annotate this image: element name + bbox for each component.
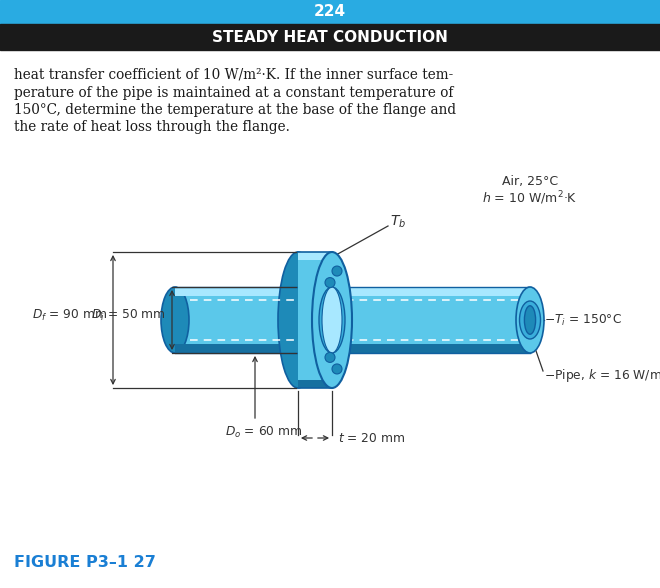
Text: $h$ = 10 W/m$^2$·K: $h$ = 10 W/m$^2$·K [482, 189, 578, 207]
Text: $-T_i$ = 150°C: $-T_i$ = 150°C [544, 312, 622, 328]
Ellipse shape [519, 301, 541, 339]
Text: $-$Pipe, $k$ = 16 W/m·K: $-$Pipe, $k$ = 16 W/m·K [544, 366, 660, 383]
Bar [332, 344, 530, 353]
Bar [332, 287, 530, 353]
Text: $T_b$: $T_b$ [390, 214, 406, 230]
Text: $D_f$ = 90 mm: $D_f$ = 90 mm [32, 308, 107, 323]
Ellipse shape [332, 266, 342, 276]
Text: $D_o$ = 60 mm: $D_o$ = 60 mm [225, 425, 302, 440]
Bar [0, 0, 660, 24]
Text: perature of the pipe is maintained at a constant temperature of: perature of the pipe is maintained at a … [14, 85, 453, 99]
Ellipse shape [322, 287, 342, 353]
Bar [298, 252, 333, 260]
Ellipse shape [525, 306, 536, 334]
Ellipse shape [319, 287, 345, 353]
Text: Air, 25°C: Air, 25°C [502, 175, 558, 189]
Text: 150°C, determine the temperature at the base of the flange and: 150°C, determine the temperature at the … [14, 103, 456, 117]
Ellipse shape [161, 287, 189, 353]
Bar [298, 252, 333, 388]
Ellipse shape [312, 252, 352, 388]
Bar [332, 287, 530, 296]
Bar [0, 24, 660, 50]
Text: FIGURE P3–1 27: FIGURE P3–1 27 [14, 555, 156, 570]
Text: 224: 224 [314, 5, 346, 19]
Ellipse shape [325, 278, 335, 288]
Bar [298, 380, 333, 388]
Ellipse shape [332, 364, 342, 374]
Text: the rate of heat loss through the flange.: the rate of heat loss through the flange… [14, 121, 290, 135]
Ellipse shape [516, 287, 544, 353]
Text: STEADY HEAT CONDUCTION: STEADY HEAT CONDUCTION [212, 29, 448, 45]
Ellipse shape [325, 352, 335, 362]
Bar [175, 287, 298, 353]
Text: $t$ = 20 mm: $t$ = 20 mm [338, 432, 405, 445]
Ellipse shape [278, 252, 318, 388]
Bar [175, 344, 298, 353]
Text: $D_i$ = 50 mm: $D_i$ = 50 mm [91, 308, 166, 323]
Bar [175, 287, 298, 296]
Text: heat transfer coefficient of 10 W/m²·K. If the inner surface tem-: heat transfer coefficient of 10 W/m²·K. … [14, 68, 453, 82]
